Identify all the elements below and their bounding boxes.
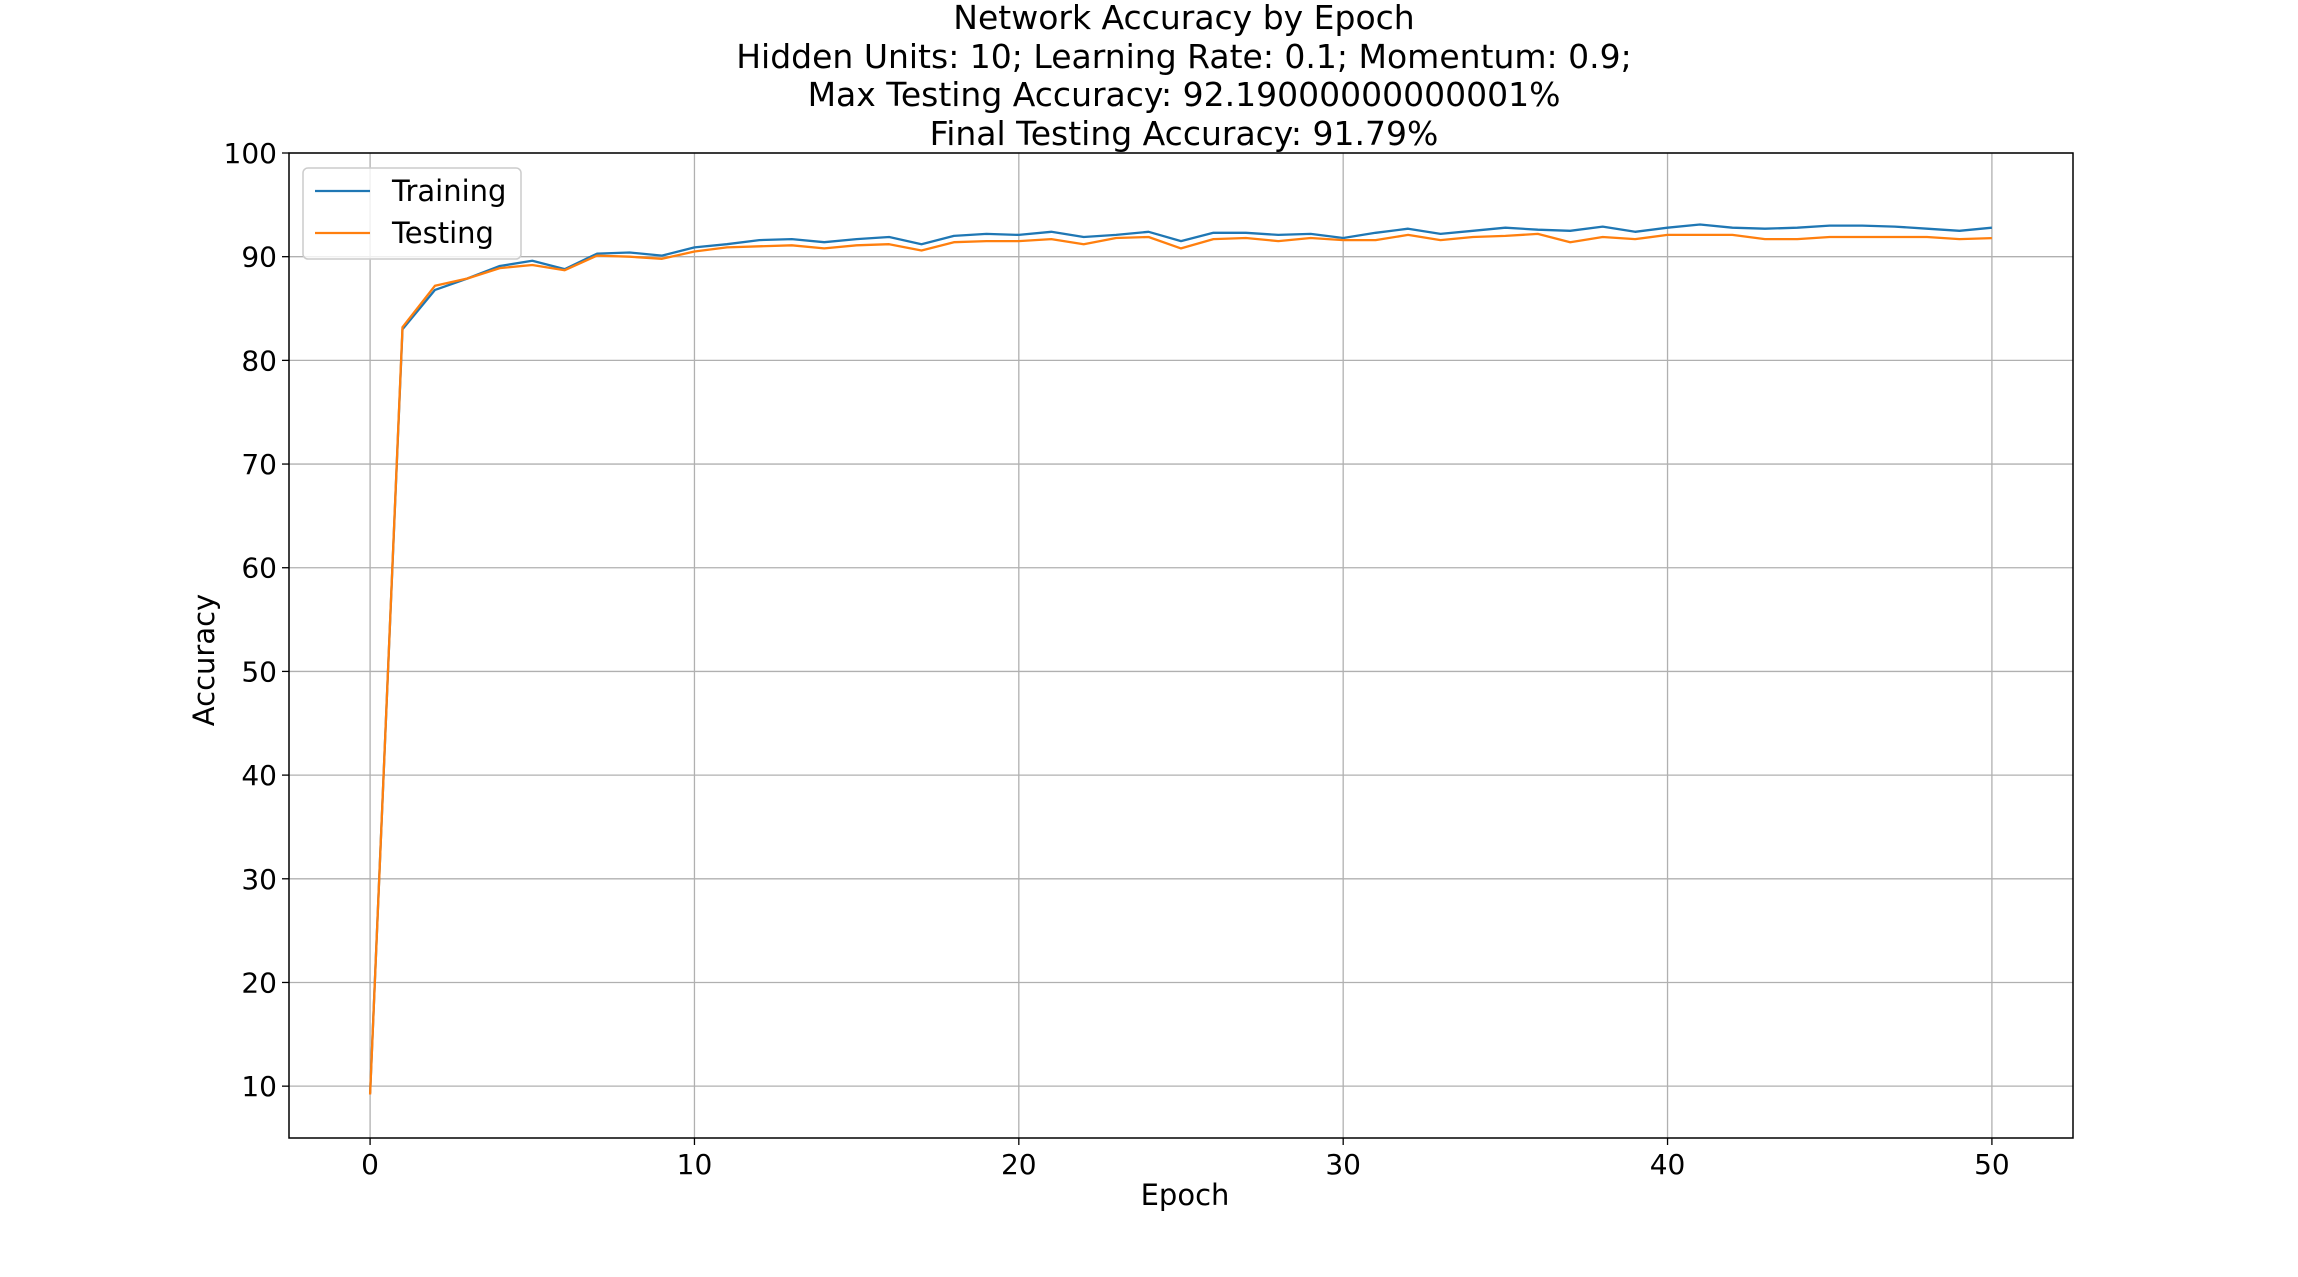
y-tick-label-100: 100 — [224, 137, 277, 170]
plot-frame — [288, 152, 2074, 1139]
x-tick-label-50: 50 — [1974, 1148, 2010, 1181]
y-tick-label-70: 70 — [241, 448, 277, 481]
chart-title-line-2: Hidden Units: 10; Learning Rate: 0.1; Mo… — [736, 37, 1632, 76]
legend: Training Testing — [302, 167, 522, 260]
y-tick-label-60: 60 — [241, 552, 277, 585]
x-tick-label-30: 30 — [1325, 1148, 1361, 1181]
y-tick-label-30: 30 — [241, 863, 277, 896]
x-tick-label-10: 10 — [677, 1148, 713, 1181]
x-tick-label-40: 40 — [1650, 1148, 1686, 1181]
chart-title-line-3: Max Testing Accuracy: 92.19000000000001% — [808, 75, 1561, 114]
chart-title-line-1: Network Accuracy by Epoch — [953, 0, 1414, 37]
x-tick-label-20: 20 — [1001, 1148, 1037, 1181]
chart-title-line-4: Final Testing Accuracy: 91.79% — [930, 114, 1439, 153]
y-tick-label-40: 40 — [241, 759, 277, 792]
y-tick-label-50: 50 — [241, 655, 277, 688]
legend-testing-label: Testing — [391, 216, 494, 250]
y-tick-label-90: 90 — [241, 241, 277, 274]
plot-area: 0 10 20 30 40 50 10 20 30 40 50 60 70 80 90 100 — [224, 137, 2074, 1181]
series-line-training — [368, 223, 1993, 1094]
x-tick-label-0: 0 — [361, 1148, 379, 1181]
series-line-testing — [368, 232, 1992, 1095]
y-axis-label: Accuracy — [187, 594, 221, 726]
y-tick-label-80: 80 — [241, 344, 277, 377]
y-tick-label-20: 20 — [241, 966, 277, 999]
x-axis-label: Epoch — [1141, 1178, 1230, 1212]
y-tick-label-10: 10 — [241, 1070, 277, 1103]
legend-training-label: Training — [391, 174, 506, 208]
